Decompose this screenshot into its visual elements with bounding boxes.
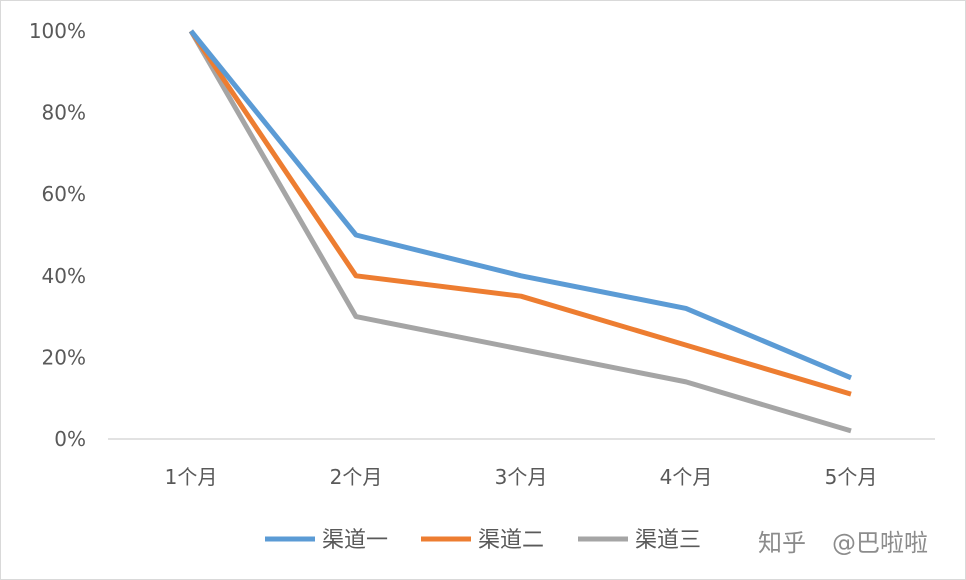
- series-group: [188, 29, 852, 434]
- x-tick-label: 1个月: [165, 465, 218, 489]
- y-axis-ticks: 0% 20% 40% 60% 80% 100%: [29, 19, 86, 451]
- series-line: [189, 29, 852, 381]
- x-axis-ticks: 1个月 2个月 3个月 4个月 5个月: [165, 465, 878, 489]
- legend-item: 渠道三: [578, 528, 701, 553]
- watermark-author: @巴啦啦: [832, 529, 928, 557]
- watermark-site: 知乎: [758, 529, 806, 557]
- legend-label: 渠道二: [478, 528, 544, 553]
- x-tick-label: 5个月: [825, 465, 878, 489]
- y-tick-label: 20%: [42, 345, 86, 369]
- watermark: 知乎 @巴啦啦: [758, 529, 928, 557]
- y-tick-label: 100%: [29, 19, 86, 43]
- legend-item: 渠道二: [421, 528, 544, 553]
- y-tick-label: 0%: [54, 427, 86, 451]
- legend-label: 渠道三: [635, 528, 701, 553]
- series-line: [188, 29, 852, 397]
- x-tick-label: 4个月: [660, 465, 713, 489]
- y-tick-label: 80%: [42, 101, 86, 125]
- x-tick-label: 3个月: [495, 465, 548, 489]
- y-tick-label: 40%: [42, 264, 86, 288]
- y-tick-label: 60%: [42, 182, 86, 206]
- legend: 渠道一 渠道二 渠道三: [265, 528, 701, 553]
- series-line: [188, 29, 852, 434]
- legend-item: 渠道一: [265, 528, 388, 553]
- x-tick-label: 2个月: [330, 465, 383, 489]
- legend-label: 渠道一: [322, 528, 388, 553]
